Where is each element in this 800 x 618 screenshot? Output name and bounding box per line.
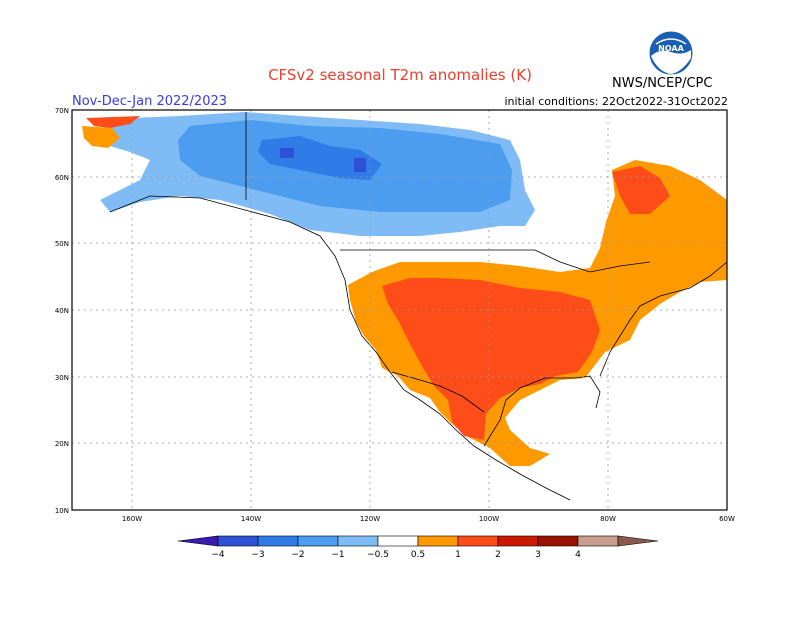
border-us-mexico xyxy=(391,371,485,413)
legend-arrow-left xyxy=(177,535,219,547)
lon-label: 100W xyxy=(479,515,499,523)
border-us-canada xyxy=(340,249,651,273)
lat-label: 30N xyxy=(55,374,69,382)
legend-label: 3 xyxy=(535,550,541,560)
coastline-pacific xyxy=(109,195,571,501)
legend-label: 2 xyxy=(495,550,501,560)
legend-label: −0.5 xyxy=(367,550,389,560)
lon-label: 60W xyxy=(719,515,735,523)
legend-label: 0.5 xyxy=(411,550,425,560)
coastline-gulf xyxy=(483,375,601,447)
legend-label: −2 xyxy=(291,550,304,560)
lat-label: 70N xyxy=(55,107,69,115)
lat-label: 60N xyxy=(55,174,69,182)
legend-swatch xyxy=(577,535,619,547)
lat-label: 20N xyxy=(55,440,69,448)
anomaly-region-warm-arctic xyxy=(86,116,140,128)
legend-swatch xyxy=(497,535,539,547)
legend-label: 1 xyxy=(455,550,461,560)
map-title: CFSv2 seasonal T2m anomalies (K) xyxy=(268,66,532,84)
anomaly-region-warm-ne xyxy=(612,166,670,214)
lon-label: 120W xyxy=(360,515,380,523)
anomaly-cell-cold-strong xyxy=(354,158,366,172)
noaa-logo: NOAA xyxy=(648,30,694,76)
logo-text: NOAA xyxy=(658,44,684,53)
legend-label: −3 xyxy=(251,550,264,560)
anomaly-region-warm-mid xyxy=(382,278,600,440)
lon-label: 140W xyxy=(241,515,261,523)
map-frame xyxy=(71,109,728,511)
legend-swatch xyxy=(457,535,499,547)
anomaly-cell-cold-strong xyxy=(280,148,294,158)
legend-label: −1 xyxy=(331,550,344,560)
initial-conditions: initial conditions: 22Oct2022-31Oct2022 xyxy=(504,95,728,108)
anomaly-region-warm-arctic xyxy=(82,126,120,148)
map-gridlines xyxy=(72,110,727,510)
agency-label: NWS/NCEP/CPC xyxy=(612,76,713,91)
legend-swatch xyxy=(537,535,579,547)
lat-label: 40N xyxy=(55,307,69,315)
legend-swatch xyxy=(377,535,419,547)
lon-label: 160W xyxy=(122,515,142,523)
legend-swatch xyxy=(257,535,299,547)
legend-label: −4 xyxy=(211,550,225,560)
legend-swatch xyxy=(337,535,379,547)
anomaly-region-cold-dark xyxy=(258,136,382,180)
color-legend: −4 −3 −2 −1 −0.5 0.5 1 2 3 4 xyxy=(177,535,659,560)
lat-label: 50N xyxy=(55,240,69,248)
legend-swatch xyxy=(417,535,459,547)
coastline-atlantic xyxy=(599,261,727,377)
lon-label: 80W xyxy=(600,515,616,523)
legend-swatch xyxy=(297,535,339,547)
legend-arrow-right xyxy=(617,535,659,547)
lat-label: 10N xyxy=(55,507,69,515)
legend-label: 4 xyxy=(575,550,581,560)
legend-swatch xyxy=(217,535,259,547)
forecast-period: Nov-Dec-Jan 2022/2023 xyxy=(72,94,228,109)
